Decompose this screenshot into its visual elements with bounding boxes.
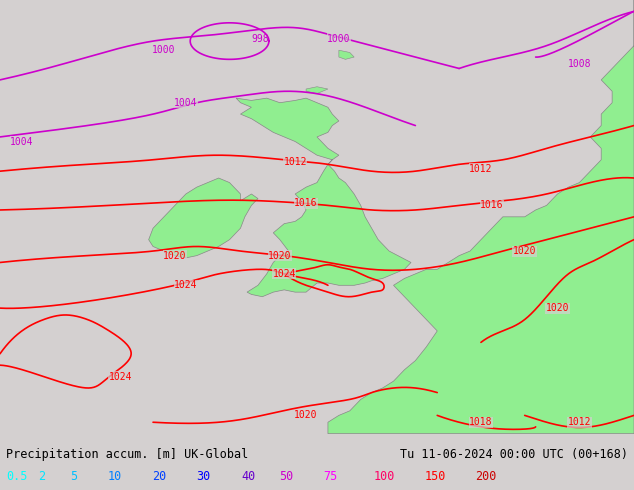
Polygon shape [339, 50, 354, 59]
Text: 5: 5 [70, 470, 77, 483]
Text: 1020: 1020 [513, 246, 536, 256]
Text: 1020: 1020 [268, 250, 292, 261]
Text: 1016: 1016 [294, 198, 318, 208]
Text: 150: 150 [425, 470, 446, 483]
Text: 20: 20 [152, 470, 166, 483]
Text: 1018: 1018 [469, 417, 493, 427]
Text: 998: 998 [252, 34, 269, 44]
Text: 1012: 1012 [283, 157, 307, 167]
Text: 30: 30 [197, 470, 210, 483]
Text: 1012: 1012 [567, 417, 591, 427]
Text: 75: 75 [323, 470, 337, 483]
Polygon shape [236, 98, 411, 297]
Text: 40: 40 [241, 470, 255, 483]
Text: 1024: 1024 [174, 280, 198, 290]
Text: Tu 11-06-2024 00:00 UTC (00+168): Tu 11-06-2024 00:00 UTC (00+168) [399, 448, 628, 461]
Text: 200: 200 [476, 470, 497, 483]
Text: Precipitation accum. [m] UK-Global: Precipitation accum. [m] UK-Global [6, 448, 249, 461]
Text: 100: 100 [374, 470, 396, 483]
Text: 1024: 1024 [108, 371, 132, 382]
Text: 1000: 1000 [152, 45, 176, 55]
Text: 1020: 1020 [163, 250, 186, 261]
Text: 1004: 1004 [10, 137, 34, 147]
Text: 2: 2 [38, 470, 45, 483]
Text: 0.5: 0.5 [6, 470, 28, 483]
Text: 50: 50 [279, 470, 293, 483]
Text: 1000: 1000 [327, 34, 351, 44]
Text: 10: 10 [108, 470, 122, 483]
Polygon shape [306, 87, 328, 94]
Text: 1024: 1024 [273, 269, 296, 279]
Polygon shape [328, 0, 634, 434]
Text: 1004: 1004 [174, 98, 198, 108]
Text: 1016: 1016 [480, 200, 503, 210]
Text: 1012: 1012 [469, 164, 493, 174]
Text: 1020: 1020 [294, 411, 318, 420]
Polygon shape [148, 178, 258, 258]
Text: 1020: 1020 [546, 303, 569, 313]
Text: 1008: 1008 [567, 59, 591, 69]
